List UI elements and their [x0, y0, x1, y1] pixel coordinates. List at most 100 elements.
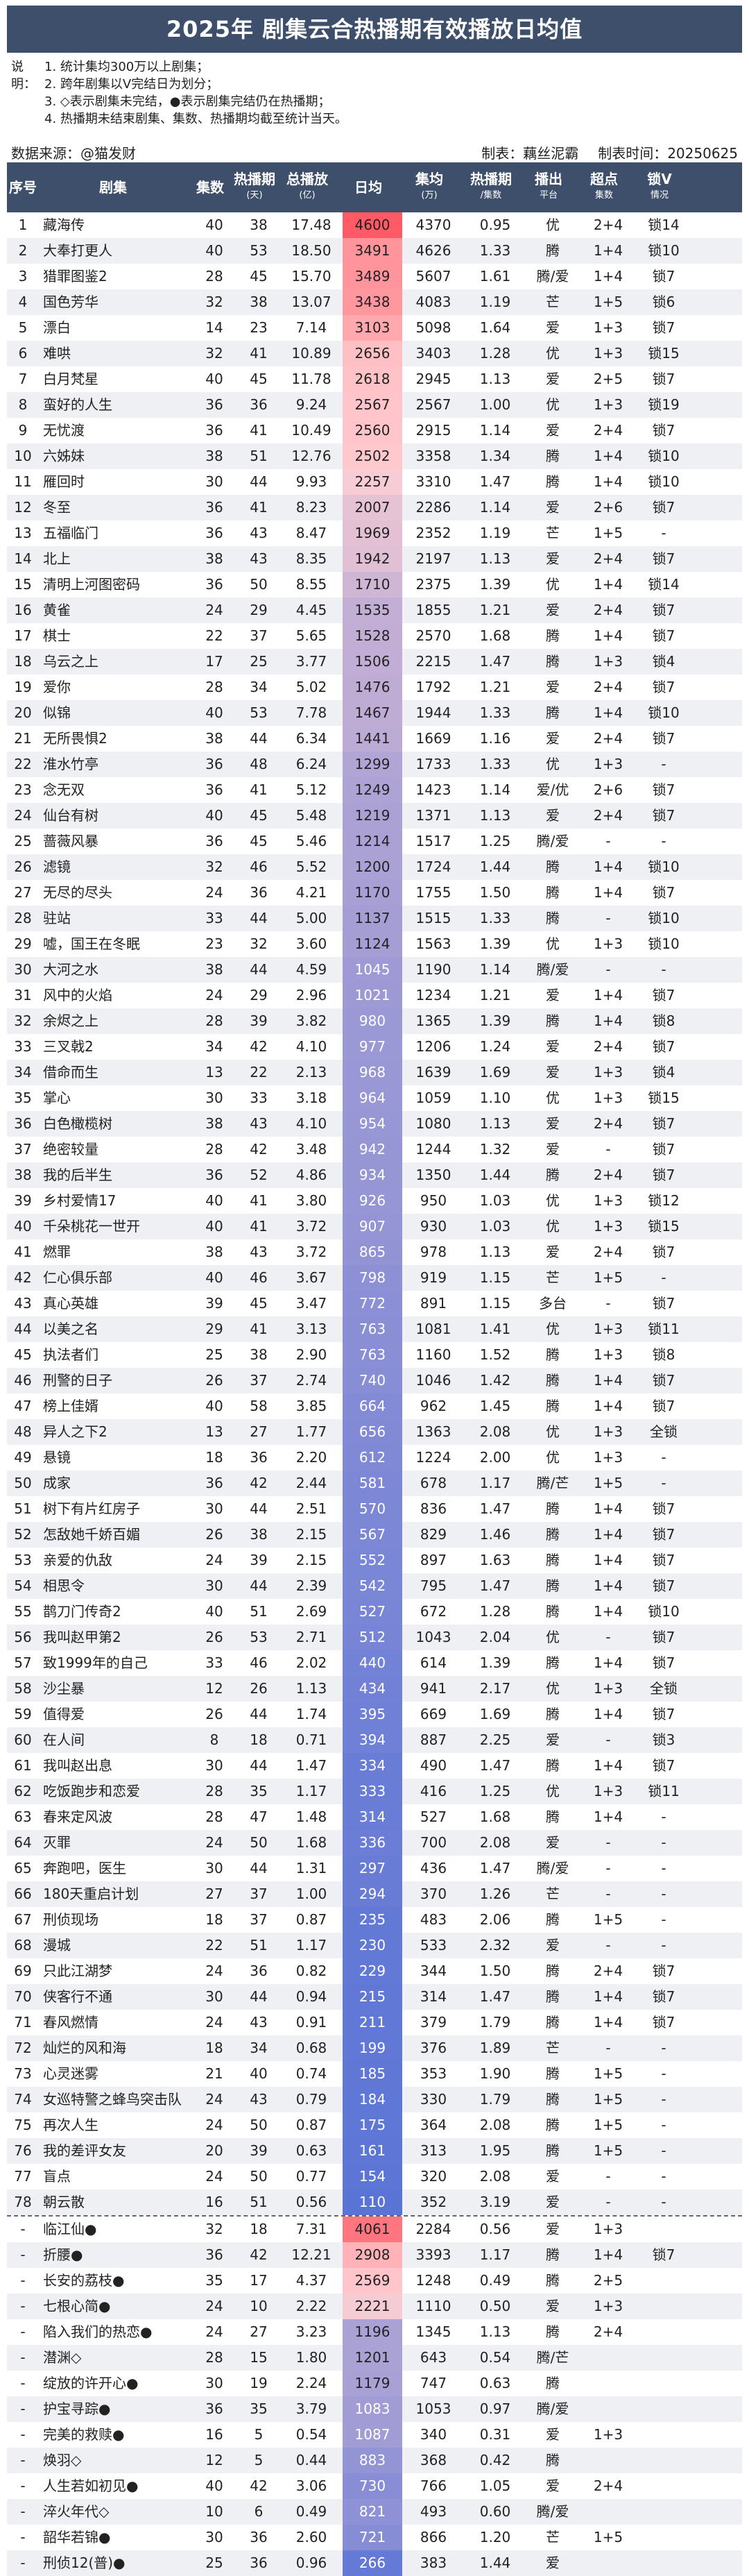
cell-ahead: 1+5: [593, 294, 623, 310]
cell-name: 掌心: [43, 1090, 71, 1106]
cell-daily: 942: [343, 1137, 402, 1162]
cell-ratio: 2.08: [479, 1834, 511, 1851]
cell-ahead: 1+4: [593, 627, 623, 644]
cell-ahead: 1+3: [593, 1218, 623, 1235]
cell-name: 女巡特警之蜂鸟突击队: [43, 2091, 182, 2108]
cell-episodes: 24: [205, 884, 223, 901]
cell-daily: 1200: [343, 854, 402, 880]
cell-id: 72: [14, 2040, 32, 2056]
cell-ahead: 1+3: [593, 1449, 623, 1466]
cell-episodes: 36: [205, 2400, 223, 2417]
table-row: 4 国色芳华 32 38 13.07 3438 4083 1.19 芒 1+5 锁6: [7, 289, 742, 315]
cell-hot-days: 50: [250, 576, 268, 593]
cell-hot-days: 36: [250, 396, 268, 413]
cell-hot-days: 43: [250, 2091, 268, 2108]
table-row: 32 余烬之上 28 39 3.82 980 1365 1.39 腾 1+4 锁8: [7, 1008, 742, 1034]
cell-avg: 930: [420, 1218, 447, 1235]
cell-daily: 334: [343, 1753, 402, 1779]
cell-lock: [637, 2294, 691, 2319]
cell-hot-days: 40: [250, 2065, 268, 2082]
cell-avg: 3358: [415, 448, 451, 464]
cell-total: 4.10: [295, 1115, 327, 1132]
cell-id: 4: [18, 294, 28, 310]
cell-lock: 锁7: [652, 268, 675, 285]
cell-platform: 腾: [546, 1988, 560, 2005]
table-row: 48 异人之下2 13 27 1.77 656 1363 2.08 优 1+3 全锁: [7, 1419, 742, 1445]
cell-avg: 941: [420, 1680, 447, 1697]
cell-total: 1.77: [295, 1423, 327, 1440]
cell-name: 执法者们: [43, 1346, 98, 1363]
cell-episodes: 32: [205, 2221, 223, 2237]
cell-total: 4.10: [295, 1038, 327, 1055]
cell-daily: 1087: [343, 2422, 402, 2448]
cell-platform: 腾: [546, 858, 560, 875]
cell-hot-days: 41: [250, 1321, 268, 1337]
cell-avg: 1563: [415, 935, 451, 952]
table-row: 53 亲爱的仇敌 24 39 2.15 552 897 1.63 腾 1+4 锁7: [7, 1548, 742, 1573]
cell-daily: 1441: [343, 726, 402, 752]
cell-episodes: 17: [205, 653, 223, 670]
cell-ahead: 1+5: [593, 525, 623, 541]
cell-name: 绽放的许开心●: [43, 2375, 139, 2391]
cell-ratio: 0.50: [479, 2298, 511, 2314]
cell-lock: -: [661, 1860, 666, 1876]
cell-total: 1.00: [295, 1886, 327, 1902]
table-row: 36 白色橄榄树 38 43 4.10 954 1080 1.13 爱 2+4 锁7: [7, 1111, 742, 1137]
notes-items: 1. 统计集均300万以上剧集； 2. 跨年剧集以V完结日为划分； 3. ◇表示…: [44, 58, 347, 128]
note-line: 2. 跨年剧集以V完结日为划分；: [44, 77, 219, 92]
cell-id: 23: [14, 781, 32, 798]
cell-avg: 1248: [415, 2272, 451, 2289]
cell-ratio: 1.20: [479, 2529, 511, 2545]
col-ratio-sub: /集数: [480, 190, 502, 201]
cell-daily: 1214: [343, 829, 402, 854]
cell-avg: 643: [420, 2349, 447, 2366]
cell-id: 3: [18, 268, 28, 285]
cell-ratio: 1.15: [479, 1269, 511, 1286]
cell-name: 余烬之上: [43, 1012, 98, 1029]
cell-total: 11.78: [291, 371, 332, 387]
cell-daily: 2567: [343, 392, 402, 418]
cell-id: 57: [14, 1654, 32, 1671]
cell-episodes: 23: [205, 935, 223, 952]
cell-total: 3.47: [295, 1295, 327, 1312]
cell-lock: 锁7: [652, 371, 675, 387]
table-row: 63 春来定风波 28 47 1.48 314 527 1.68 腾 1+4 -: [7, 1804, 742, 1830]
cell-lock: -: [661, 2091, 666, 2108]
cell-ratio: 1.05: [479, 2477, 511, 2494]
cell-daily: 2257: [343, 469, 402, 495]
cell-platform: 腾: [546, 2091, 560, 2108]
cell-lock: [637, 2499, 691, 2525]
cell-episodes: 18: [205, 1911, 223, 1928]
cell-id: 40: [14, 1218, 32, 1235]
cell-platform: 腾: [546, 2117, 560, 2133]
table-row: 64 灭罪 24 50 1.68 336 700 2.08 爱 - -: [7, 1830, 742, 1856]
table-header: 序号 剧集 集数 热播期 (天) 总播放 (亿) 日均 集均 (万) 热播期/集数 播…: [7, 162, 742, 212]
table-row: 40 千朵桃花一世开 40 41 3.72 907 930 1.03 优 1+3 锁15: [7, 1214, 742, 1239]
cell-name: 仁心俱乐部: [43, 1269, 112, 1286]
cell-daily: 1299: [343, 752, 402, 777]
cell-daily: 1467: [343, 700, 402, 726]
cell-platform: 腾: [546, 1757, 560, 1774]
cell-ratio: 0.42: [479, 2452, 511, 2468]
cell-avg: 4370: [415, 217, 451, 233]
cell-ratio: 1.33: [479, 704, 511, 721]
cell-episodes: 24: [205, 1963, 223, 1979]
col-ratio: 热播期/集数: [460, 162, 522, 212]
cell-lock: 锁10: [648, 935, 680, 952]
cell-ratio: 1.47: [479, 1757, 511, 1774]
cell-avg: 1059: [415, 1090, 451, 1106]
table-row: 59 值得爱 26 44 1.74 395 669 1.69 腾 1+4 锁7: [7, 1702, 742, 1727]
cell-daily: 1021: [343, 983, 402, 1008]
cell-ahead: 1+4: [593, 1654, 623, 1671]
cell-ahead: [580, 2499, 637, 2525]
cell-ahead: 2+4: [593, 679, 623, 695]
cell-hot-days: 46: [250, 1269, 268, 1286]
cell-hot-days: 50: [250, 2168, 268, 2185]
cell-platform: 腾/爱: [536, 961, 569, 978]
cell-id: 33: [14, 1038, 32, 1055]
cell-platform: 优: [546, 1783, 560, 1799]
cell-name: 长安的荔枝●: [43, 2272, 125, 2289]
col-ahead: 超点 集数: [576, 162, 632, 212]
table-row: 69 只此江湖梦 24 36 0.82 229 344 1.50 腾 2+4 锁7: [7, 1958, 742, 1984]
table-row: 62 吃饭跑步和恋爱 28 35 1.17 333 416 1.25 优 1+3 锁11: [7, 1779, 742, 1804]
